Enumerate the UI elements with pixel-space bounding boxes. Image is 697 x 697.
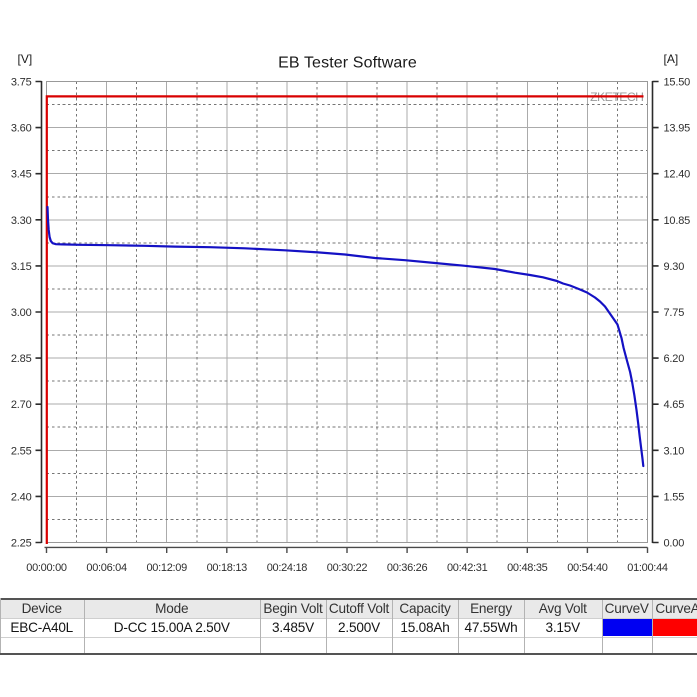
svg-text:3.15: 3.15 [11,261,32,273]
svg-text:3.60: 3.60 [11,123,32,135]
svg-text:00:48:35: 00:48:35 [507,562,548,574]
svg-text:2.40: 2.40 [11,491,32,503]
svg-text:00:24:18: 00:24:18 [267,562,308,574]
svg-text:00:42:31: 00:42:31 [447,562,488,574]
svg-text:2.25: 2.25 [11,538,32,550]
svg-text:3.30: 3.30 [11,215,32,227]
svg-text:00:54:40: 00:54:40 [567,562,608,574]
svg-text:2.70: 2.70 [11,399,32,411]
svg-text:00:12:09: 00:12:09 [146,562,187,574]
svg-text:[V]: [V] [18,52,33,66]
svg-text:00:18:13: 00:18:13 [207,562,248,574]
svg-text:2.55: 2.55 [11,445,32,457]
svg-text:0.00: 0.00 [664,538,685,550]
svg-text:00:36:26: 00:36:26 [387,562,428,574]
svg-text:[A]: [A] [664,52,679,66]
svg-text:01:00:44: 01:00:44 [627,562,668,574]
svg-text:3.75: 3.75 [11,77,32,89]
svg-text:00:00:00: 00:00:00 [26,562,67,574]
svg-text:10.85: 10.85 [664,215,691,227]
svg-text:9.30: 9.30 [664,261,685,273]
svg-text:3.00: 3.00 [11,307,32,319]
svg-text:1.55: 1.55 [664,491,685,503]
svg-text:13.95: 13.95 [664,123,691,135]
svg-text:6.20: 6.20 [664,353,685,365]
svg-text:EB Tester Software: EB Tester Software [278,55,417,72]
svg-text:3.45: 3.45 [11,169,32,181]
svg-text:00:06:04: 00:06:04 [86,562,127,574]
svg-text:00:30:22: 00:30:22 [327,562,368,574]
svg-text:4.65: 4.65 [664,399,685,411]
svg-text:12.40: 12.40 [664,169,691,181]
svg-text:3.10: 3.10 [664,445,685,457]
svg-text:15.50: 15.50 [664,77,691,89]
svg-text:2.85: 2.85 [11,353,32,365]
svg-text:7.75: 7.75 [664,307,685,319]
